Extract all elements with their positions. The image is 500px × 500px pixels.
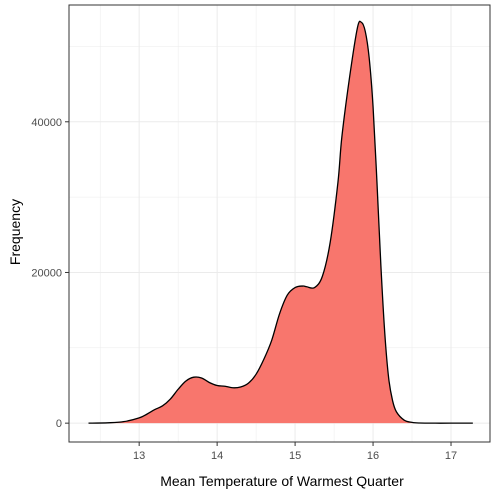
data-layer bbox=[88, 20, 473, 424]
y-tick-label: 0 bbox=[56, 418, 62, 430]
y-tick-label: 20000 bbox=[31, 267, 62, 279]
density-line bbox=[88, 20, 473, 424]
x-axis-title: Mean Temperature of Warmest Quarter bbox=[160, 473, 404, 489]
x-tick-label: 13 bbox=[133, 450, 145, 462]
x-tick-label: 17 bbox=[445, 450, 457, 462]
axes: 13 14 15 16 17 0 20000 40000 bbox=[31, 117, 457, 462]
y-axis-title: Frequency bbox=[7, 199, 23, 265]
density-area bbox=[88, 21, 473, 424]
x-tick-label: 14 bbox=[211, 450, 223, 462]
panel-border bbox=[68, 4, 491, 443]
x-tick-label: 15 bbox=[289, 450, 301, 462]
x-tick-label: 16 bbox=[367, 450, 379, 462]
y-tick-label: 40000 bbox=[31, 117, 62, 129]
